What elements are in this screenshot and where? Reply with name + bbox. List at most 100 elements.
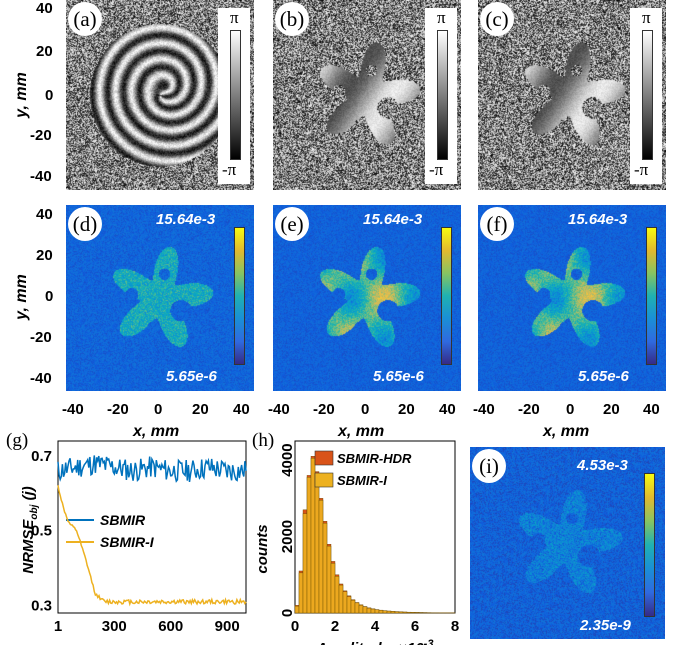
- histogram-bar: [366, 607, 372, 614]
- x-tick: 6: [411, 618, 419, 635]
- histogram-bar: [378, 610, 384, 614]
- x-tick: 0: [291, 618, 299, 635]
- histogram-bar: [306, 477, 312, 614]
- phase-map-c: (c) π -π: [478, 0, 666, 190]
- histogram-bar: [298, 572, 304, 614]
- x-tick: 20: [192, 401, 209, 418]
- amplitude-image: [273, 205, 461, 391]
- colorbar-max: π: [230, 8, 239, 27]
- histogram-bar: [354, 602, 360, 614]
- amplitude-map-e: (e) 15.64e-3 5.65e-6: [273, 205, 461, 391]
- histogram-bar: [330, 563, 336, 614]
- colorbar-min: 5.65e-6: [373, 368, 424, 385]
- gray-strip: [230, 30, 241, 160]
- panel-label: (b): [275, 2, 309, 36]
- x-tick: 900: [215, 618, 240, 635]
- x-axis-label: x, mm: [543, 423, 590, 440]
- colorbar-max: π: [437, 8, 446, 27]
- y-tick: 20: [36, 43, 53, 60]
- panel-label: (g): [6, 430, 29, 451]
- histogram-bar: [318, 500, 324, 614]
- y-tick: -40: [30, 168, 52, 185]
- histogram-bar: [374, 609, 380, 614]
- y-tick: 0: [279, 609, 296, 617]
- histogram-bar: [386, 610, 392, 614]
- histogram-bar: [394, 611, 400, 614]
- x-tick: 300: [102, 618, 127, 635]
- x-axis-label: Amplitude, ×10-3: [316, 638, 434, 645]
- histogram-bar: [362, 606, 368, 614]
- y-tick: -20: [30, 329, 52, 346]
- x-tick: 40: [643, 401, 660, 418]
- histogram-bar: [310, 458, 316, 614]
- amplitude-image: [478, 205, 666, 391]
- x-tick: 600: [158, 618, 183, 635]
- histogram-bar: [338, 584, 344, 614]
- amplitude-map-i: (i) 4.53e-3 2.35e-9: [470, 447, 665, 639]
- x-tick: 40: [439, 401, 456, 418]
- legend-label: SBMIR-I: [337, 473, 387, 488]
- histogram-bar: [346, 596, 352, 614]
- panel-label: (i): [472, 449, 506, 483]
- x-tick: 20: [603, 401, 620, 418]
- colorbar-min: 5.65e-6: [166, 368, 217, 385]
- panel-label: (c): [480, 2, 514, 36]
- histogram-bar: [314, 473, 320, 614]
- amplitude-image: [470, 447, 665, 639]
- histogram-bar: [406, 611, 412, 614]
- x-tick: -40: [473, 401, 495, 418]
- amplitude-image: [66, 205, 254, 391]
- legend-label: SBMIR-HDR: [337, 451, 412, 466]
- panel-label: (f): [480, 207, 514, 241]
- colorbar-max: 15.64e-3: [156, 211, 216, 228]
- y-tick: 0.7: [31, 448, 52, 465]
- phase-map-a: (a) π -π: [66, 0, 254, 190]
- x-tick: -20: [518, 401, 540, 418]
- x-axis-label: x, mm: [133, 423, 180, 440]
- y-axis-label: y, mm: [13, 72, 30, 118]
- y-axis-label: counts: [254, 524, 271, 573]
- series-line-sbmir: [57, 455, 247, 483]
- histogram-bar: [370, 608, 376, 614]
- legend-label: SBMIR-I: [100, 534, 155, 550]
- y-tick: 40: [36, 0, 53, 17]
- histogram-bar: [382, 610, 388, 614]
- amplitude-map-f: (f) 15.64e-3 5.65e-6: [478, 205, 666, 391]
- colorbar-max: π: [642, 8, 651, 27]
- y-tick: 20: [36, 247, 53, 264]
- x-tick: 1: [54, 618, 62, 635]
- x-tick: 4: [371, 618, 380, 635]
- series-line-sbmir-i: [57, 485, 247, 607]
- y-tick: 40: [36, 206, 53, 223]
- y-tick: -40: [30, 370, 52, 387]
- y-tick: 0.3: [31, 598, 52, 615]
- histogram-bar: [302, 513, 308, 614]
- panel-label: (a): [68, 2, 102, 36]
- x-tick: -40: [268, 401, 290, 418]
- legend-swatch: [314, 450, 334, 466]
- y-tick: -20: [30, 127, 52, 144]
- legend-swatch: [314, 472, 334, 488]
- amplitude-map-d: (d) 15.64e-3 5.65e-6: [66, 205, 254, 391]
- parula-strip: [234, 227, 245, 365]
- gray-strip: [642, 30, 653, 160]
- phase-colorbar: π -π: [218, 8, 250, 184]
- colorbar-max: 15.64e-3: [568, 211, 628, 228]
- x-tick: 8: [451, 618, 459, 635]
- histogram-bar: [390, 611, 396, 614]
- histogram-bar: [398, 611, 404, 614]
- y-tick: 2000: [279, 520, 296, 553]
- x-tick: -20: [107, 401, 129, 418]
- x-tick: 20: [398, 401, 415, 418]
- histogram-h: 4000 2000 00 2 4 6 8 counts Amplitude, ×10-3 SBMI…: [254, 440, 459, 645]
- histogram-bar: [414, 612, 420, 614]
- x-tick: -20: [313, 401, 335, 418]
- x-axis-label: x, mm: [338, 423, 385, 440]
- histogram-bar: [358, 604, 364, 614]
- colorbar-min: 5.65e-6: [578, 368, 629, 385]
- gray-strip: [437, 30, 448, 160]
- x-tick: 40: [233, 401, 250, 418]
- histogram-bar: [334, 576, 340, 614]
- y-tick: 4000: [279, 443, 296, 476]
- histogram-bar: [326, 545, 332, 614]
